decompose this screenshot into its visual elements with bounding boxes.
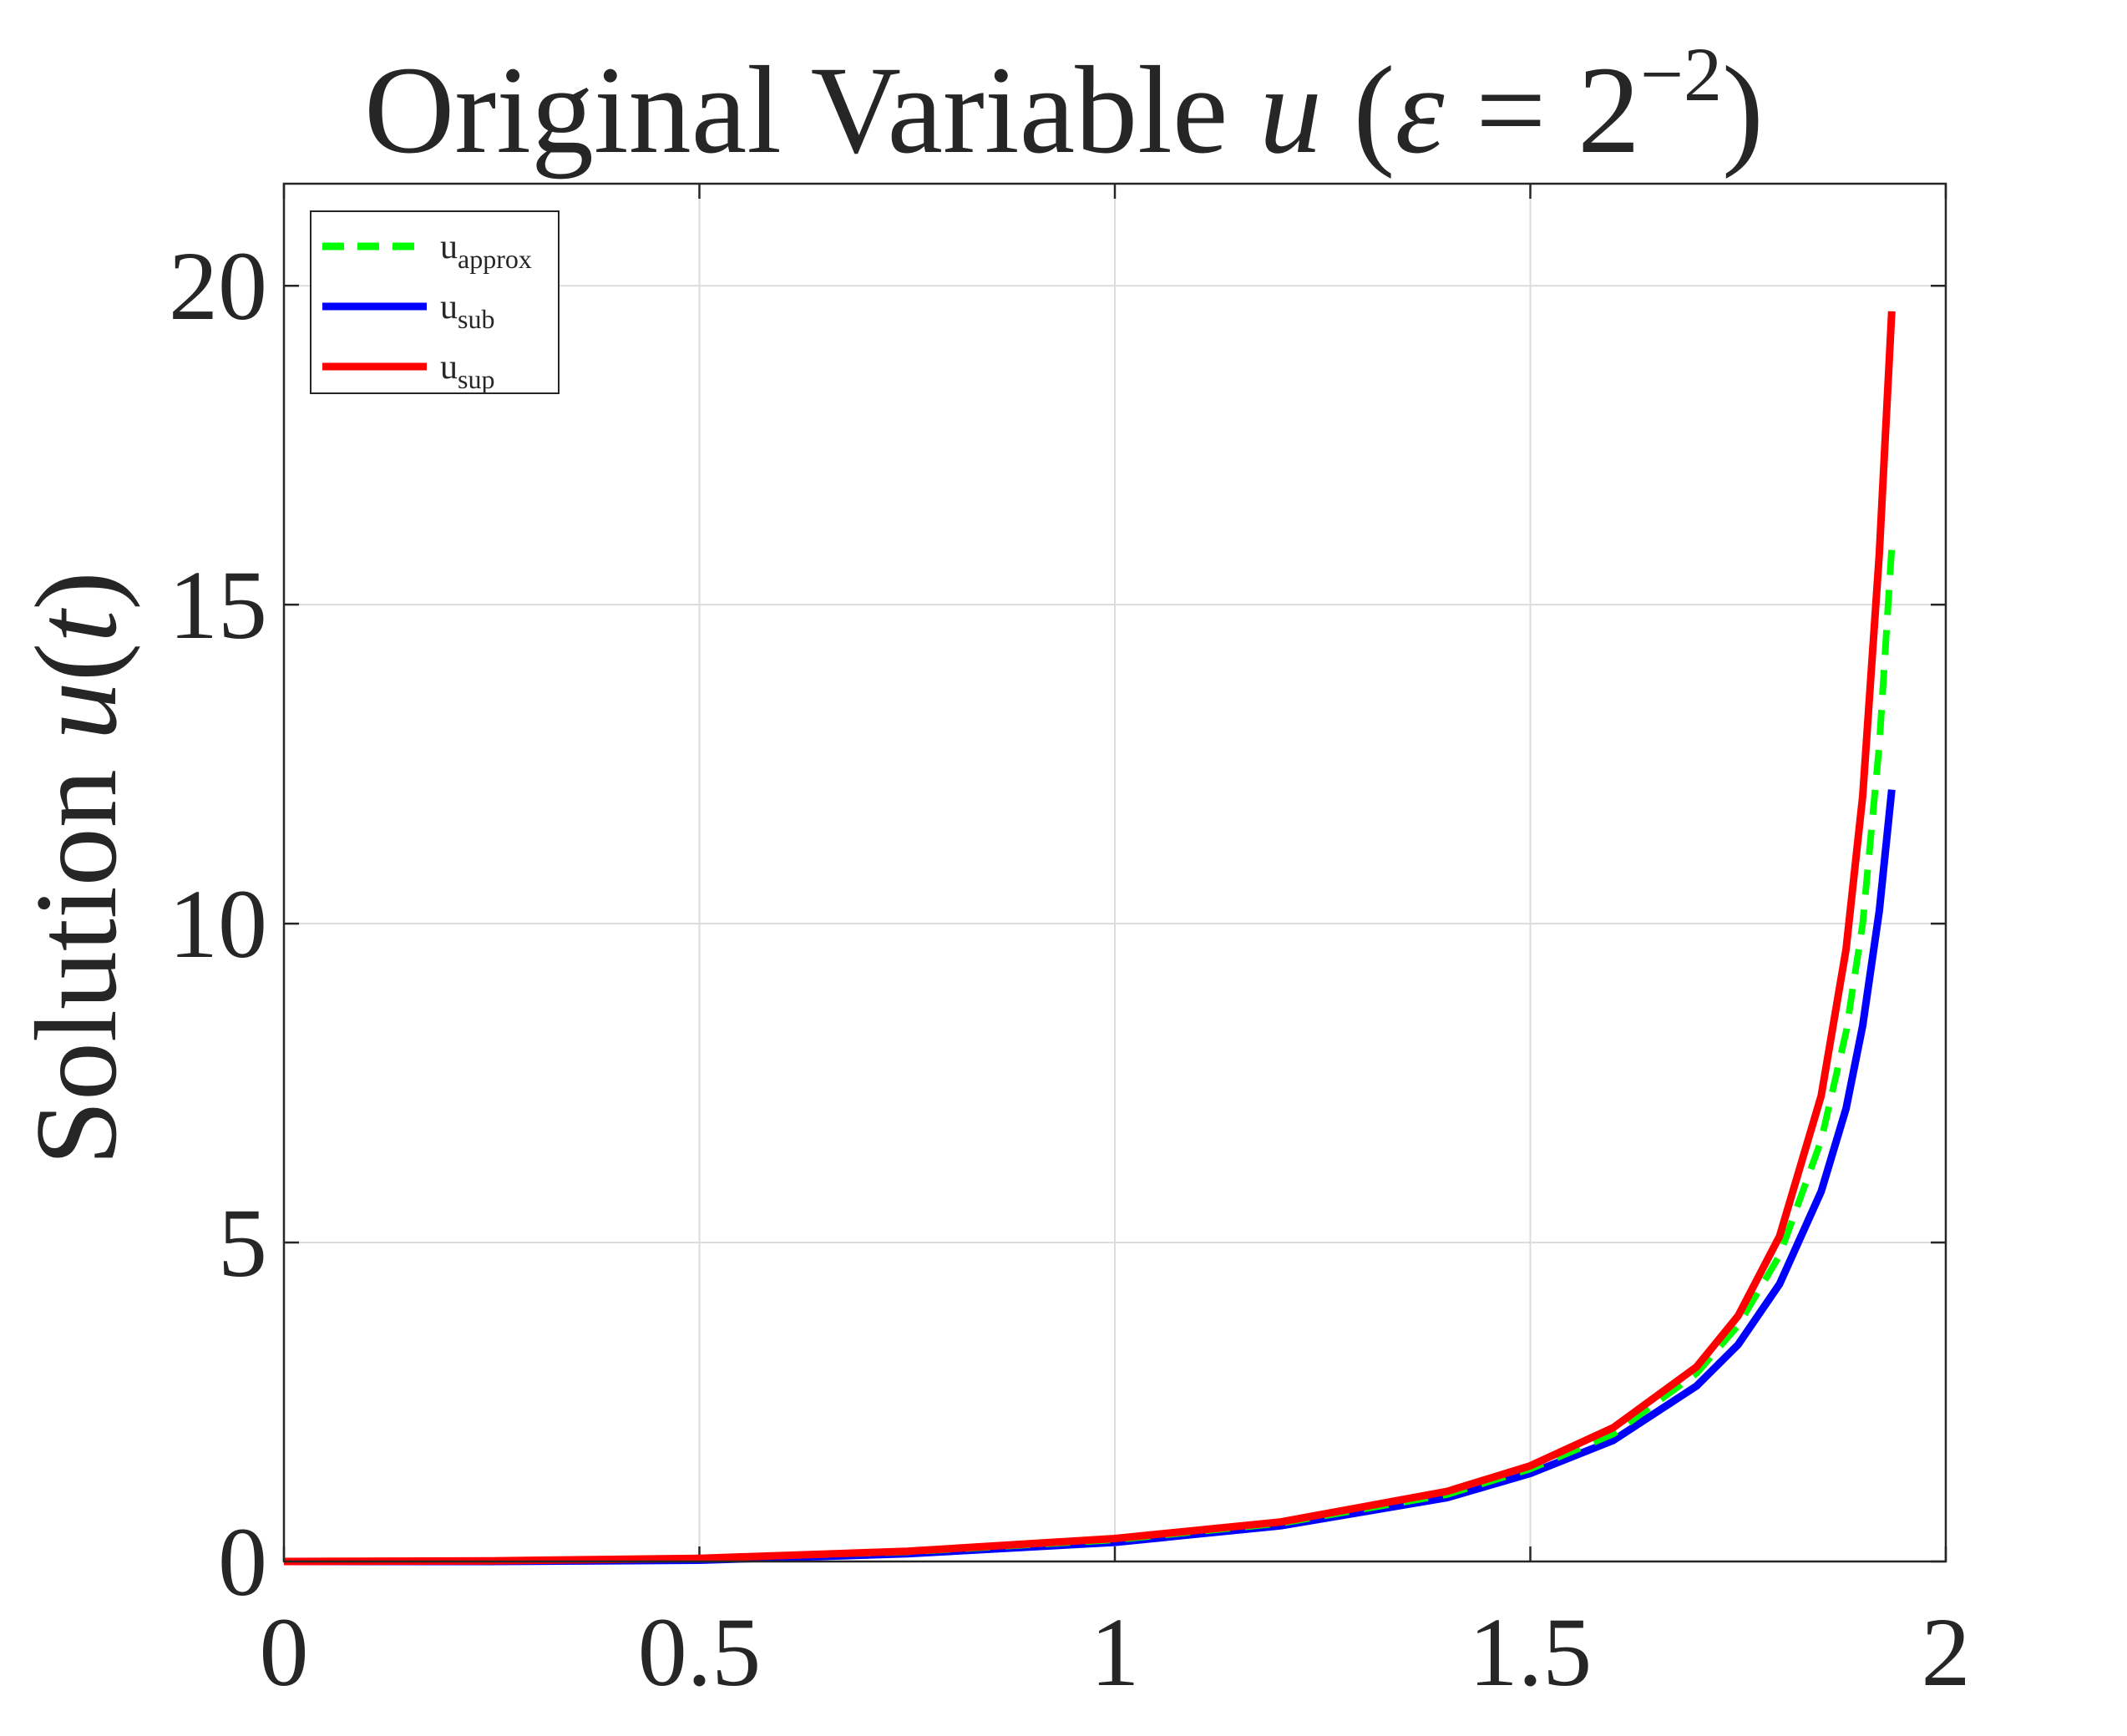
x-tick-labels: 0 0.5 1 1.5 2: [260, 1597, 1971, 1707]
chart-title-exp: −2: [1640, 32, 1722, 117]
series-line-u-approx: [283, 547, 1896, 1565]
chart-title-eq: = 2: [1445, 41, 1641, 180]
plot-frame: [282, 182, 1947, 1563]
y-tick-label: 20: [169, 231, 267, 341]
chart-title-var: u: [1259, 41, 1322, 180]
legend-label-u-sub: usub: [440, 288, 494, 334]
y-tick-label: 5: [218, 1188, 267, 1298]
x-tick-label: 0: [260, 1597, 309, 1707]
legend: uapprox usub usup: [310, 210, 560, 394]
x-tick-label: 2: [1922, 1597, 1971, 1707]
chart-title-prefix: Original Variable: [364, 41, 1259, 180]
y-axis-label-var: u: [12, 681, 141, 740]
chart-title-close: ): [1722, 41, 1764, 180]
chart-title-eps: ε: [1395, 41, 1444, 180]
y-axis-label-open: (: [12, 643, 141, 682]
x-tick-label: 0.5: [638, 1597, 762, 1707]
y-tick-label: 10: [169, 869, 267, 979]
y-axis-label-close: ): [12, 571, 141, 610]
y-axis-label-arg: t: [12, 608, 141, 643]
y-tick-label: 0: [218, 1507, 267, 1617]
x-tick-label: 1: [1091, 1597, 1140, 1707]
y-axis-label: Solution u(t): [12, 571, 141, 1166]
chart-title: Original Variable u (ε = 2−2): [364, 32, 1764, 180]
chart-title-open: (: [1322, 41, 1395, 180]
legend-items: uapprox usub usup: [322, 228, 532, 394]
y-tick-labels: 0 5 10 15 20: [169, 231, 267, 1617]
legend-label-u-approx: uapprox: [440, 228, 532, 274]
x-tick-label: 1.5: [1469, 1597, 1593, 1707]
series-lines: [283, 311, 1896, 1566]
series-line-u-sup: [283, 311, 1896, 1566]
legend-label-u-sup: usup: [440, 348, 494, 394]
y-axis-label-prefix: Solution: [12, 740, 141, 1166]
y-tick-label: 15: [169, 550, 267, 660]
